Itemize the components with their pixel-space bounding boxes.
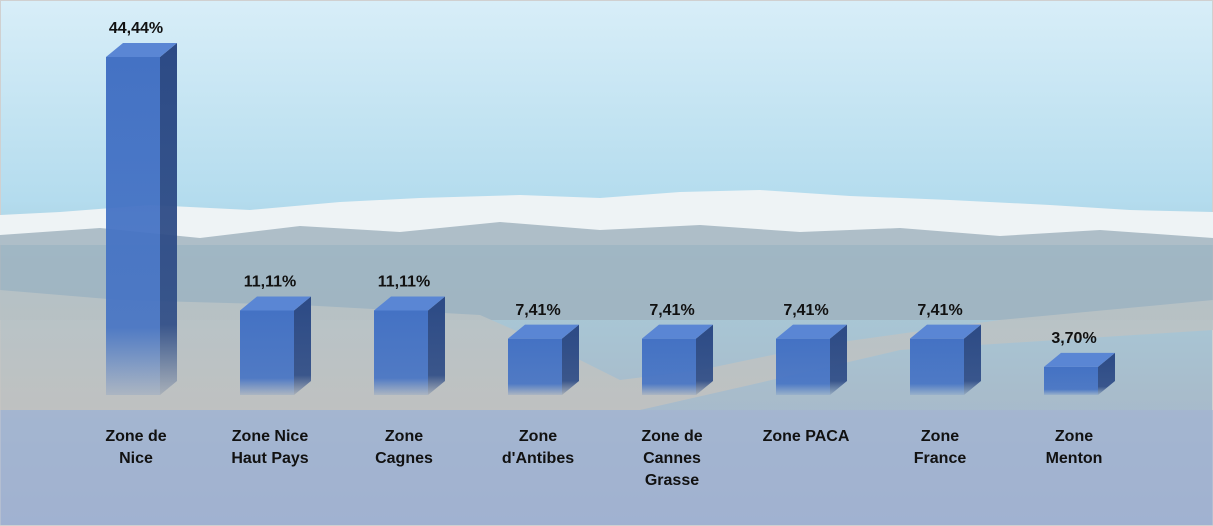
bar <box>776 338 830 395</box>
bar <box>642 338 696 395</box>
bar-top <box>508 324 579 339</box>
x-tick-label: Zone <box>519 428 557 445</box>
bar-side <box>562 324 579 395</box>
x-tick-label: Zone PACA <box>763 428 850 445</box>
x-tick-label: Grasse <box>645 472 699 489</box>
x-tick-label: Zone de <box>105 428 166 445</box>
bar-side <box>160 43 177 395</box>
x-tick-label: Cannes <box>643 450 701 467</box>
bar <box>508 338 562 395</box>
bar-top <box>1044 352 1115 367</box>
x-tick-label: d'Antibes <box>502 450 574 467</box>
x-tick-label: Menton <box>1046 450 1103 467</box>
x-tick-label: Zone <box>385 428 423 445</box>
x-tick-label: Zone <box>921 428 959 445</box>
bar-side <box>428 296 445 395</box>
value-label: 7,41% <box>917 302 962 319</box>
value-label: 11,11% <box>244 274 297 291</box>
bar-top <box>106 43 177 57</box>
bar <box>374 310 428 395</box>
value-label: 44,44% <box>109 20 163 37</box>
bar-top <box>240 296 311 311</box>
bar-side <box>294 296 311 395</box>
x-tick-label: Cagnes <box>375 450 433 467</box>
bar <box>1044 366 1098 395</box>
bar-top <box>910 324 981 339</box>
value-label: 7,41% <box>649 302 694 319</box>
x-tick-label: Zone Nice <box>232 428 309 445</box>
x-tick-label: Zone de <box>641 428 702 445</box>
bar <box>240 310 294 395</box>
x-tick-label: Nice <box>119 450 153 467</box>
bar <box>106 57 160 395</box>
bar-side <box>830 324 847 395</box>
bar <box>910 338 964 395</box>
value-label: 7,41% <box>515 302 560 319</box>
value-label: 7,41% <box>783 302 828 319</box>
bar-top <box>776 324 847 339</box>
x-tick-label: Zone <box>1055 428 1093 445</box>
value-label: 3,70% <box>1051 330 1096 347</box>
x-tick-label: Haut Pays <box>231 450 308 467</box>
bar-top <box>642 324 713 339</box>
bar-side <box>696 324 713 395</box>
value-label: 11,11% <box>378 274 431 291</box>
x-tick-label: France <box>914 450 967 467</box>
bar-side <box>964 324 981 395</box>
bar-side <box>1098 352 1115 395</box>
bar-top <box>374 296 445 311</box>
